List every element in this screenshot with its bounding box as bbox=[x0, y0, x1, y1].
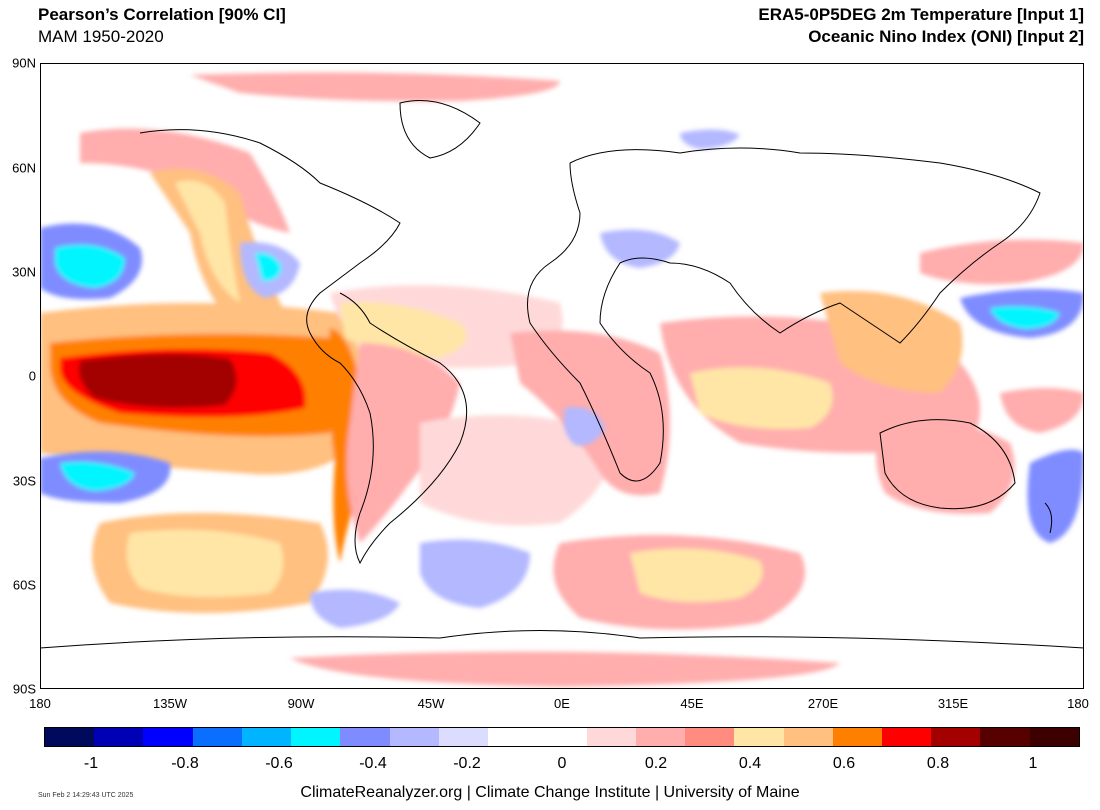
colorbar-swatch bbox=[340, 728, 390, 746]
lon-label-90w: 90W bbox=[287, 696, 315, 711]
lat-label-30s: 30S bbox=[12, 473, 36, 489]
colorbar-swatch bbox=[389, 728, 439, 746]
header-right: ERA5-0P5DEG 2m Temperature [Input 1] Oce… bbox=[758, 4, 1084, 48]
header-left: Pearson’s Correlation [90% CI] MAM 1950-… bbox=[38, 4, 286, 48]
colorbar-swatch bbox=[832, 728, 882, 746]
coastlines bbox=[39, 100, 1085, 649]
colorbar bbox=[44, 727, 1080, 747]
colorbar-swatch bbox=[586, 728, 636, 746]
lon-label-0e: 0E bbox=[554, 696, 570, 711]
lon-label-180w: 180 bbox=[29, 696, 51, 711]
lat-label-0: 0 bbox=[28, 368, 36, 384]
colorbar-label: -1 bbox=[83, 755, 99, 772]
west-pacific-cold-core bbox=[990, 306, 1060, 329]
south-pacific-cold-core bbox=[60, 461, 135, 491]
map-period: MAM 1950-2020 bbox=[38, 27, 164, 46]
timestamp: Sun Feb 2 14:29:43 UTC 2025 bbox=[38, 792, 134, 799]
south-atlantic-warm bbox=[420, 415, 612, 526]
correlation-map[interactable] bbox=[39, 63, 1085, 689]
map-title: Pearson’s Correlation [90% CI] bbox=[38, 5, 286, 24]
south-atlantic-cold bbox=[420, 539, 530, 608]
lon-label-315e: 315E bbox=[937, 696, 969, 711]
colorbar-swatch bbox=[241, 728, 292, 746]
colorbar-swatch bbox=[734, 728, 784, 746]
lon-label-135w: 135W bbox=[153, 696, 187, 711]
colorbar-label: 0 bbox=[557, 755, 567, 772]
colorbar-swatch bbox=[192, 728, 242, 746]
colorbar-label: 0.8 bbox=[926, 755, 950, 772]
colorbar-label: 0.4 bbox=[738, 755, 762, 772]
colorbar-label: -0.2 bbox=[453, 755, 481, 772]
map-canvas bbox=[39, 63, 1085, 689]
colorbar-swatch bbox=[1029, 728, 1079, 746]
arctic-cold bbox=[680, 129, 740, 149]
colorbar-swatch bbox=[143, 728, 193, 746]
ne-pacific-core bbox=[175, 180, 240, 303]
colorbar-label: 1 bbox=[1028, 755, 1038, 772]
maritime-warm bbox=[820, 291, 963, 393]
colorbar-label: 0.2 bbox=[644, 755, 668, 772]
colorbar-label: -0.4 bbox=[359, 755, 387, 772]
colorbar-swatch bbox=[980, 728, 1030, 746]
colorbar-swatch bbox=[291, 728, 341, 746]
colorbar-label: 0.6 bbox=[832, 755, 856, 772]
antarctic-warm bbox=[290, 651, 840, 687]
lat-label-60s: 60S bbox=[12, 577, 36, 593]
arctic-warm-region bbox=[190, 72, 560, 102]
lat-label-30n: 30N bbox=[12, 264, 36, 280]
map-frame bbox=[40, 63, 1084, 689]
colorbar-swatch bbox=[635, 728, 686, 746]
tasman-cold bbox=[1027, 449, 1084, 543]
gulf-mexico-cold-core bbox=[255, 252, 282, 282]
west-pacific-eq-warm bbox=[1000, 388, 1084, 433]
tropical-pacific-core bbox=[79, 353, 237, 408]
southern-ocean-core bbox=[630, 548, 763, 602]
lon-label-45e: 45E bbox=[680, 696, 704, 711]
colorbar-swatch bbox=[783, 728, 833, 746]
lon-label-180e: 180 bbox=[1067, 696, 1089, 711]
colorbar-label: -0.6 bbox=[265, 755, 293, 772]
colorbar-swatch bbox=[45, 728, 95, 746]
input2-label: Oceanic Nino Index (ONI) [Input 2] bbox=[808, 27, 1084, 46]
colorbar-swatch bbox=[488, 728, 538, 746]
colorbar-swatch bbox=[881, 728, 932, 746]
lat-label-90n: 90N bbox=[12, 55, 36, 71]
mediterranean-cold bbox=[600, 229, 680, 268]
lat-label-90s: 90S bbox=[12, 681, 36, 697]
south-atlantic-cold-2 bbox=[310, 589, 400, 628]
australia-warm bbox=[876, 420, 1015, 514]
colorbar-swatch bbox=[94, 728, 144, 746]
south-pacific-warm-core bbox=[126, 529, 284, 597]
colorbar-swatch bbox=[931, 728, 981, 746]
south-indian-cold bbox=[563, 407, 605, 446]
lat-label-60n: 60N bbox=[12, 160, 36, 176]
input1-label: ERA5-0P5DEG 2m Temperature [Input 1] bbox=[758, 5, 1084, 24]
colorbar-label: -0.8 bbox=[171, 755, 199, 772]
colorbar-swatch bbox=[537, 728, 587, 746]
colorbar-swatch bbox=[438, 728, 489, 746]
south-america-warm bbox=[346, 343, 460, 543]
indian-ocean-core bbox=[690, 367, 833, 429]
lon-label-45w: 45W bbox=[417, 696, 445, 711]
north-pacific-cold-core bbox=[55, 244, 125, 288]
colorbar-swatch bbox=[685, 728, 735, 746]
credits-footer: ClimateReanalyzer.org | Climate Change I… bbox=[300, 784, 800, 801]
lon-label-270e: 270E bbox=[807, 696, 839, 711]
